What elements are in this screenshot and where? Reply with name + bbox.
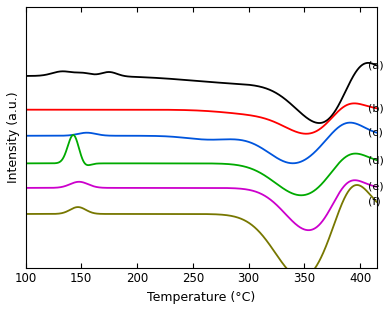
Text: (c): (c) (368, 128, 383, 138)
Y-axis label: Intensity (a.u.): Intensity (a.u.) (7, 91, 20, 183)
X-axis label: Temperature (°C): Temperature (°C) (147, 291, 255, 304)
Text: (f): (f) (368, 197, 381, 207)
Text: (e): (e) (368, 182, 384, 192)
Text: (b): (b) (368, 103, 384, 113)
Text: (d): (d) (368, 155, 384, 165)
Text: (a): (a) (368, 61, 384, 71)
